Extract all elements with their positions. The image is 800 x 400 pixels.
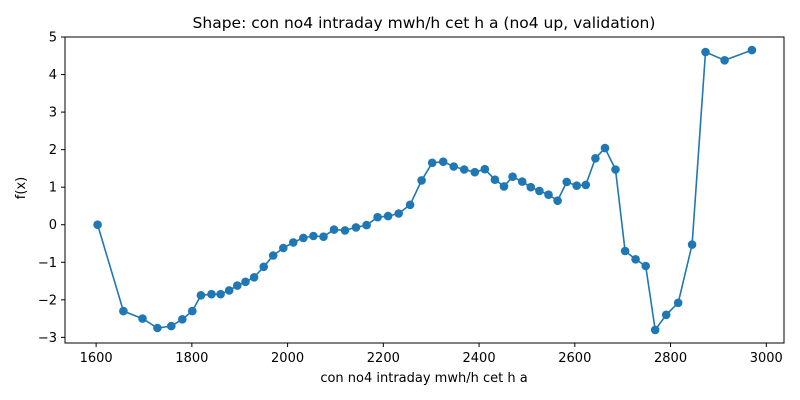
data-point xyxy=(517,177,527,186)
data-point xyxy=(405,200,415,210)
data-point xyxy=(438,157,448,166)
data-point xyxy=(490,175,500,184)
series-layer xyxy=(93,45,757,335)
data-point xyxy=(427,158,437,168)
data-point xyxy=(641,261,650,271)
data-point xyxy=(153,323,162,333)
data-point xyxy=(207,289,216,299)
data-point xyxy=(268,251,278,260)
data-point xyxy=(572,181,581,190)
data-point xyxy=(720,56,729,65)
y-tick-label: 2 xyxy=(49,143,57,158)
data-point xyxy=(747,45,757,55)
data-point xyxy=(508,172,517,181)
data-point xyxy=(499,182,509,191)
chart-title: Shape: con no4 intraday mwh/h cet h a (n… xyxy=(193,14,656,32)
data-point xyxy=(611,165,620,174)
y-tick-label: 4 xyxy=(49,68,57,83)
data-point xyxy=(459,165,469,174)
x-tick-label: 3000 xyxy=(750,351,783,366)
y-tick-label: −3 xyxy=(38,331,57,346)
data-point xyxy=(167,321,176,331)
x-tick-label: 2000 xyxy=(271,351,304,366)
data-point xyxy=(351,223,361,232)
x-tick-label: 2800 xyxy=(654,351,687,366)
data-point xyxy=(394,209,404,218)
y-axis-label: f(x) xyxy=(14,177,29,199)
data-point xyxy=(224,286,234,295)
data-point xyxy=(553,196,562,205)
data-point xyxy=(362,220,371,230)
data-point xyxy=(233,281,242,290)
data-point xyxy=(449,162,459,171)
y-tick-label: 3 xyxy=(49,106,57,121)
data-point xyxy=(329,225,339,234)
data-point xyxy=(196,291,206,300)
x-tick-label: 1600 xyxy=(80,351,113,366)
data-point xyxy=(289,238,298,247)
data-point xyxy=(119,306,128,316)
data-point xyxy=(535,186,544,196)
data-point xyxy=(299,233,308,243)
data-point xyxy=(620,246,630,256)
data-point xyxy=(581,180,591,190)
data-point xyxy=(480,164,490,174)
data-point xyxy=(259,262,269,272)
data-point xyxy=(526,182,536,192)
x-tick-label: 2200 xyxy=(367,351,400,366)
x-axis-ticks: 1600 1800 2000 2200 2400 2600 2800 3000 xyxy=(80,343,783,366)
data-point xyxy=(470,167,480,177)
x-axis-label: con no4 intraday mwh/h cet h a xyxy=(320,371,527,386)
plot-area xyxy=(64,36,785,344)
x-tick-label: 2400 xyxy=(463,351,496,366)
data-point xyxy=(544,190,553,199)
series-line xyxy=(96,49,753,331)
x-tick-label: 1800 xyxy=(175,351,208,366)
data-point xyxy=(631,254,640,264)
data-point xyxy=(687,240,697,249)
y-tick-label: 5 xyxy=(49,31,57,46)
x-tick-label: 2600 xyxy=(558,351,591,366)
data-point xyxy=(178,315,187,324)
data-point xyxy=(417,176,426,185)
y-tick-label: 1 xyxy=(49,181,57,196)
data-point xyxy=(562,177,571,187)
y-axis-ticks: −3 −2 −1 0 1 2 3 4 5 xyxy=(38,31,65,346)
data-point xyxy=(188,306,197,316)
data-point xyxy=(216,289,225,299)
data-point xyxy=(383,211,393,221)
data-point xyxy=(319,232,328,241)
data-point xyxy=(591,154,600,163)
data-point xyxy=(661,310,671,320)
data-point xyxy=(340,226,350,235)
data-point xyxy=(309,231,318,241)
data-point xyxy=(241,277,250,287)
data-point xyxy=(249,273,259,282)
y-tick-label: 0 xyxy=(49,218,57,233)
data-point xyxy=(373,212,382,222)
data-point xyxy=(600,143,610,153)
data-point xyxy=(673,298,683,308)
data-point xyxy=(650,325,660,335)
y-tick-label: −1 xyxy=(38,256,57,271)
data-point xyxy=(279,243,288,253)
y-tick-label: −2 xyxy=(38,293,57,308)
data-point xyxy=(93,220,102,229)
data-point xyxy=(138,314,147,323)
plot-frame xyxy=(64,36,785,344)
data-point xyxy=(701,47,710,57)
